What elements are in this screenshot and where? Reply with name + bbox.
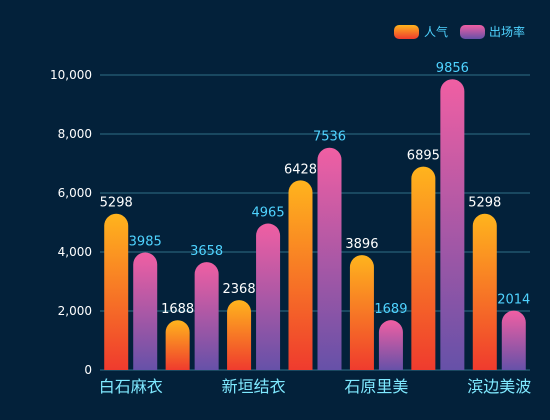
y-tick-label: 6,000 [58, 186, 92, 200]
bar-series-2[interactable] [378, 320, 403, 370]
bar-series-1[interactable] [472, 213, 497, 370]
y-tick-label: 2,000 [58, 304, 92, 318]
x-category-label: 滨边美波 [467, 377, 531, 396]
bar-series-1[interactable] [104, 213, 129, 370]
bar-series-2[interactable] [501, 310, 526, 370]
y-tick-label: 0 [84, 363, 92, 377]
data-label-series-1: 3896 [345, 237, 378, 252]
data-labels: 5298 3985 1688 3658 2368 4965 6428 7536 3896 1689… [100, 61, 531, 317]
y-axis-ticks: 0 2,000 4,000 6,000 8,000 10,000 [50, 68, 92, 377]
data-label-series-1: 1688 [161, 302, 194, 317]
data-label-series-1: 6428 [284, 162, 317, 177]
y-tick-label: 10,000 [50, 68, 92, 82]
data-label-series-1: 5298 [468, 196, 501, 211]
bar-series-1[interactable] [165, 320, 190, 370]
data-label-series-2: 4965 [252, 206, 285, 221]
data-label-series-2: 2014 [497, 293, 530, 308]
data-label-series-1: 2368 [223, 282, 256, 297]
bar-series-1[interactable] [411, 166, 436, 370]
legend-swatch-series-2[interactable] [460, 25, 485, 39]
x-category-label: 新垣结衣 [222, 377, 286, 396]
bar-series-1[interactable] [349, 255, 374, 370]
x-category-label: 石原里美 [344, 377, 408, 396]
legend-label-series-1[interactable]: 人气 [424, 24, 448, 39]
bar-series-2[interactable] [317, 147, 342, 370]
legend-swatch-series-1[interactable] [394, 25, 419, 39]
legend-label-series-2[interactable]: 出场率 [489, 24, 525, 39]
grid-lines [100, 74, 530, 371]
data-label-series-2: 3985 [129, 234, 162, 249]
data-label-series-2: 3658 [190, 244, 223, 259]
bar-series-2[interactable] [133, 252, 158, 370]
x-category-label: 白石麻衣 [99, 377, 163, 396]
bar-series-2[interactable] [440, 79, 465, 371]
data-label-series-2: 7536 [313, 130, 346, 145]
bar-series-2[interactable] [256, 223, 281, 370]
y-tick-label: 4,000 [58, 245, 92, 259]
data-label-series-2: 9856 [436, 61, 469, 76]
data-label-series-2: 1689 [374, 302, 407, 317]
legend[interactable]: 人气 出场率 [394, 24, 525, 39]
bar-series-1[interactable] [288, 180, 313, 370]
bars [104, 79, 526, 371]
bar-series-2[interactable] [194, 262, 219, 370]
data-label-series-1: 6895 [407, 149, 440, 164]
bar-series-1[interactable] [227, 300, 252, 370]
data-label-series-1: 5298 [100, 196, 133, 211]
y-tick-label: 8,000 [58, 127, 92, 141]
x-axis-categories: 白石麻衣 新垣结衣 石原里美 滨边美波 [99, 377, 532, 396]
